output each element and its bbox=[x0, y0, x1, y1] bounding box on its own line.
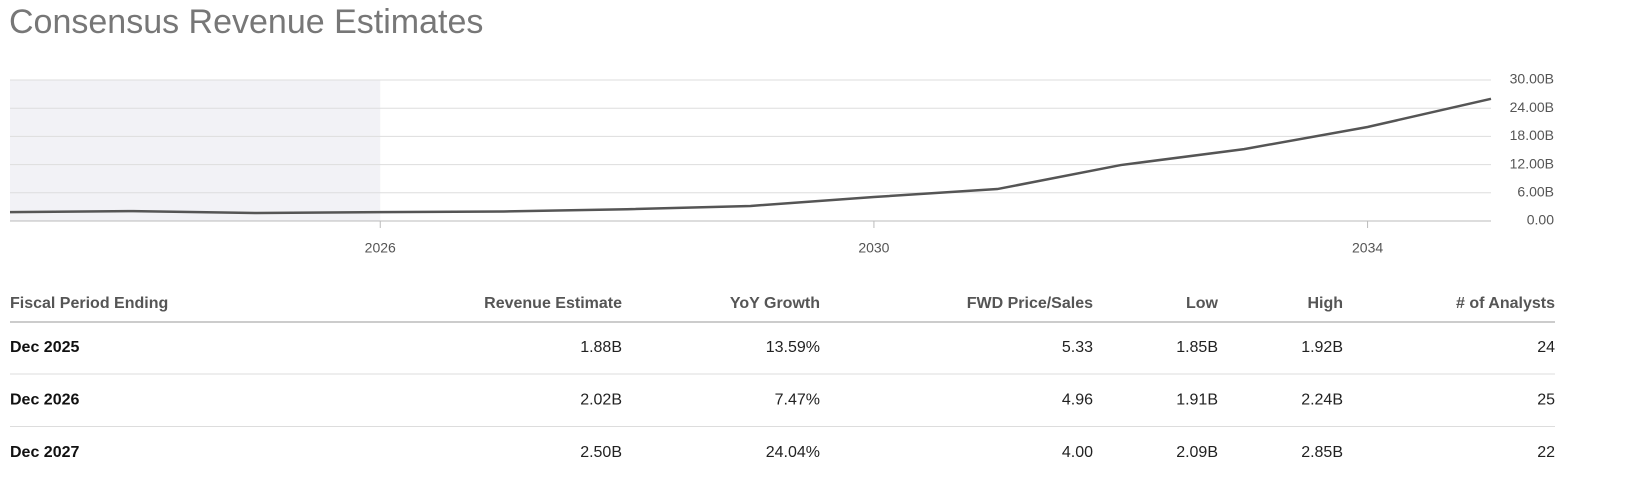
table-header: Low bbox=[1186, 295, 1219, 312]
table-cell: 7.47% bbox=[775, 392, 820, 409]
table-cell: 2.50B bbox=[580, 444, 622, 461]
table-cell: 25 bbox=[1537, 392, 1555, 409]
table-cell: 1.92B bbox=[1301, 339, 1343, 356]
revenue-line bbox=[9, 97, 1492, 215]
page-title: Consensus Revenue Estimates bbox=[9, 3, 483, 41]
table-header: High bbox=[1307, 295, 1343, 312]
table-cell: 22 bbox=[1537, 444, 1555, 461]
y-tick-label: 24.00B bbox=[1510, 99, 1554, 115]
table-cell: 5.33 bbox=[1062, 339, 1093, 356]
x-tick-label: 2026 bbox=[365, 240, 396, 256]
y-tick-label: 6.00B bbox=[1517, 184, 1554, 200]
table-cell: 24.04% bbox=[766, 444, 820, 461]
history-shade bbox=[10, 80, 381, 221]
table-header: Revenue Estimate bbox=[484, 295, 622, 312]
table-header: YoY Growth bbox=[730, 295, 820, 312]
table-cell: Dec 2026 bbox=[10, 392, 79, 409]
table-header: FWD Price/Sales bbox=[967, 295, 1093, 312]
table-cell: 1.91B bbox=[1176, 392, 1218, 409]
y-tick-label: 12.00B bbox=[1510, 155, 1554, 171]
table-cell: 13.59% bbox=[766, 339, 820, 356]
y-tick-label: 0.00 bbox=[1527, 212, 1554, 228]
table-cell: 2.09B bbox=[1176, 444, 1218, 461]
x-tick-label: 2030 bbox=[858, 240, 889, 256]
table-cell: Dec 2027 bbox=[10, 444, 79, 461]
y-tick-label: 18.00B bbox=[1510, 127, 1554, 143]
table-cell: 4.96 bbox=[1062, 392, 1093, 409]
x-tick-label: 2034 bbox=[1352, 240, 1383, 256]
table-cell: 1.85B bbox=[1176, 339, 1218, 356]
table-cell: 24 bbox=[1537, 339, 1555, 356]
table-cell: 4.00 bbox=[1062, 444, 1093, 461]
y-tick-label: 30.00B bbox=[1510, 71, 1554, 87]
table-cell: Dec 2025 bbox=[10, 339, 79, 356]
table-cell: 2.85B bbox=[1301, 444, 1343, 461]
table-header: Fiscal Period Ending bbox=[10, 295, 168, 312]
table-header: # of Analysts bbox=[1456, 295, 1555, 312]
table-cell: 2.24B bbox=[1301, 392, 1343, 409]
table-cell: 1.88B bbox=[580, 339, 622, 356]
table-cell: 2.02B bbox=[580, 392, 622, 409]
